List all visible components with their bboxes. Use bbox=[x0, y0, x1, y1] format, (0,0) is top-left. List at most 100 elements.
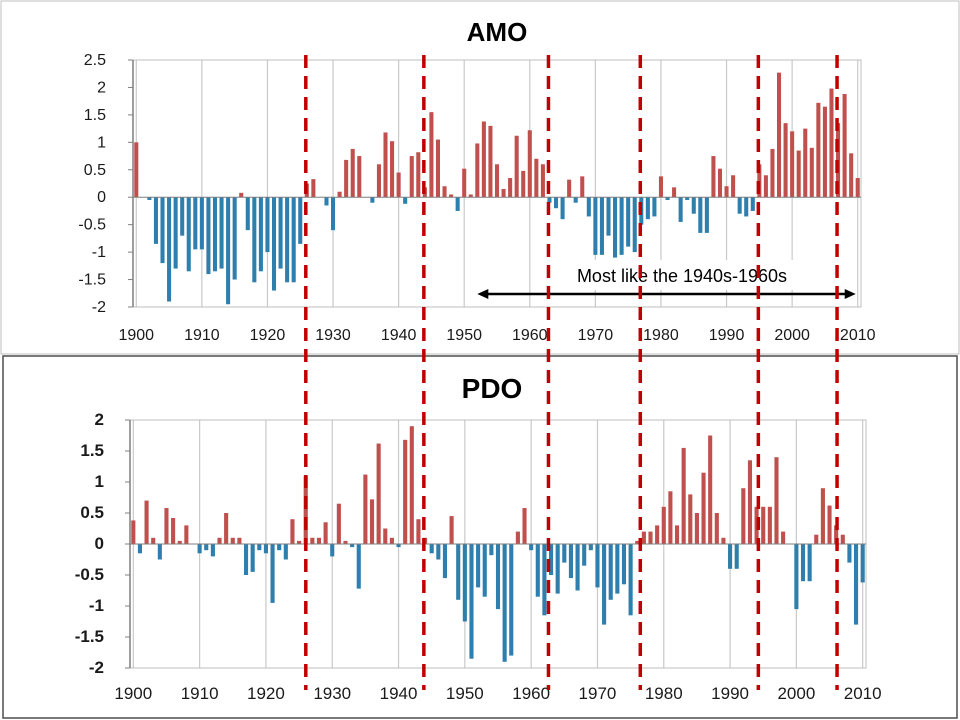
amo-bar-1953 bbox=[481, 121, 486, 198]
pdo-bar-1907 bbox=[177, 540, 182, 544]
pdo-y-tick-label: 1 bbox=[95, 472, 104, 491]
amo-bar-1962 bbox=[540, 164, 545, 198]
pdo-bar-1946 bbox=[436, 544, 441, 560]
pdo-bar-1963 bbox=[548, 544, 554, 575]
amo-bar-1952 bbox=[475, 143, 480, 198]
pdo-bar-1910 bbox=[197, 544, 202, 554]
amo-bar-1983 bbox=[678, 197, 683, 222]
pdo-bar-1908 bbox=[184, 525, 189, 544]
amo-x-tick-label: 1980 bbox=[643, 327, 679, 344]
amo-bar-1993 bbox=[744, 197, 749, 217]
pdo-bar-1980 bbox=[661, 506, 666, 544]
pdo-x-tick-label: 1910 bbox=[181, 684, 219, 703]
pdo-bar-1940 bbox=[396, 544, 401, 548]
amo-bar-2005 bbox=[822, 106, 827, 198]
amo-bar-1939 bbox=[390, 141, 395, 198]
amo-bar-1965 bbox=[560, 197, 565, 220]
pdo-bar-1912 bbox=[210, 544, 215, 557]
amo-x-tick-label: 1910 bbox=[184, 327, 220, 344]
pdo-bar-1968 bbox=[582, 544, 587, 566]
pdo-bar-1913 bbox=[217, 537, 222, 544]
pdo-bar-1941 bbox=[403, 439, 408, 544]
amo-bar-1998 bbox=[776, 72, 782, 198]
amo-x-tick-label: 1920 bbox=[250, 327, 286, 344]
amo-bar-1951 bbox=[468, 194, 473, 198]
pdo-bar-1939 bbox=[389, 537, 394, 544]
amo-bar-1949 bbox=[455, 197, 460, 211]
pdo-bar-1911 bbox=[204, 544, 209, 551]
amo-bar-1958 bbox=[514, 135, 519, 198]
pdo-bar-1918 bbox=[250, 544, 255, 572]
pdo-bar-1938 bbox=[383, 528, 388, 544]
amo-bar-1995 bbox=[757, 164, 762, 198]
amo-y-tick-label: 2.5 bbox=[84, 52, 106, 69]
pdo-y-tick-labels: 2 1.5 1 0.5 0 -0.5 -1 -1.5 -2 bbox=[75, 410, 104, 677]
amo-bar-1924 bbox=[291, 197, 296, 283]
amo-x-tick-label: 1930 bbox=[315, 327, 351, 344]
amo-bar-1943 bbox=[416, 152, 421, 198]
amo-bar-1997 bbox=[770, 148, 775, 198]
amo-y-tick-label: 1.5 bbox=[84, 107, 106, 124]
pdo-bar-1945 bbox=[429, 544, 434, 554]
pdo-bar-1978 bbox=[648, 531, 653, 544]
amo-bar-1972 bbox=[606, 197, 611, 236]
amo-bar-1909 bbox=[193, 197, 198, 250]
amo-y-tick-label: -2 bbox=[92, 299, 106, 316]
amo-bar-1906 bbox=[173, 197, 178, 269]
pdo-bar-1920 bbox=[263, 544, 268, 554]
pdo-bar-1964 bbox=[555, 544, 560, 594]
amo-bar-2001 bbox=[796, 150, 801, 198]
pdo-bar-1935 bbox=[363, 474, 368, 544]
pdo-bar-1927 bbox=[310, 537, 315, 544]
pdo-bar-1987 bbox=[708, 435, 713, 544]
amo-bar-1969 bbox=[586, 197, 591, 217]
pdo-bar-1936 bbox=[369, 499, 375, 544]
amo-bar-2008 bbox=[842, 94, 847, 198]
pdo-bar-1953 bbox=[482, 544, 487, 597]
pdo-bar-1975 bbox=[628, 544, 633, 616]
pdo-bar-1971 bbox=[602, 544, 607, 625]
pdo-bar-1974 bbox=[621, 544, 627, 585]
amo-x-tick-label: 1900 bbox=[118, 327, 154, 344]
amo-bar-1989 bbox=[717, 168, 723, 198]
amo-bar-1976 bbox=[632, 197, 637, 253]
amo-bar-1920 bbox=[265, 197, 270, 253]
pdo-x-tick-label: 1970 bbox=[579, 684, 617, 703]
amo-bar-1970 bbox=[593, 197, 598, 255]
pdo-bar-1990 bbox=[728, 544, 733, 569]
amo-x-tick-label: 1990 bbox=[709, 327, 745, 344]
amo-bar-1984 bbox=[685, 197, 690, 200]
amo-bar-2000 bbox=[790, 131, 795, 198]
amo-bar-1961 bbox=[534, 158, 539, 198]
pdo-y-tick-label: -1.5 bbox=[75, 627, 104, 646]
pdo-x-tick-label: 1960 bbox=[512, 684, 550, 703]
pdo-bar-1934 bbox=[356, 544, 361, 589]
pdo-bar-1923 bbox=[283, 544, 288, 560]
pdo-bar-1933 bbox=[350, 544, 355, 548]
amo-x-tick-label: 1940 bbox=[381, 327, 417, 344]
amo-bar-1963 bbox=[547, 197, 552, 203]
pdo-bar-1914 bbox=[224, 513, 229, 544]
amo-bar-1938 bbox=[383, 132, 388, 198]
amo-bar-1915 bbox=[232, 197, 237, 280]
pdo-bar-1954 bbox=[489, 544, 494, 556]
amo-bar-1960 bbox=[527, 130, 532, 198]
amo-x-tick-label: 1950 bbox=[446, 327, 482, 344]
pdo-y-tick-label: 0.5 bbox=[80, 503, 104, 522]
pdo-bar-1925 bbox=[297, 540, 302, 544]
pdo-bar-1961 bbox=[535, 544, 540, 597]
pdo-chart-frame bbox=[2, 355, 958, 719]
pdo-bar-2000 bbox=[794, 544, 799, 610]
amo-bar-1914 bbox=[226, 197, 231, 305]
amo-bar-1947 bbox=[442, 186, 447, 198]
pdo-bar-1903 bbox=[151, 537, 156, 544]
pdo-bar-1983 bbox=[681, 447, 686, 544]
pdo-y-tick-label: 2 bbox=[95, 410, 104, 429]
pdo-bar-1981 bbox=[668, 491, 673, 544]
amo-bar-1936 bbox=[370, 197, 375, 203]
pdo-bar-2010 bbox=[860, 544, 865, 583]
pdo-bar-2008 bbox=[847, 544, 852, 563]
pdo-bar-2005 bbox=[827, 505, 832, 544]
amo-bar-1946 bbox=[435, 139, 441, 198]
amo-bar-1988 bbox=[711, 156, 716, 198]
